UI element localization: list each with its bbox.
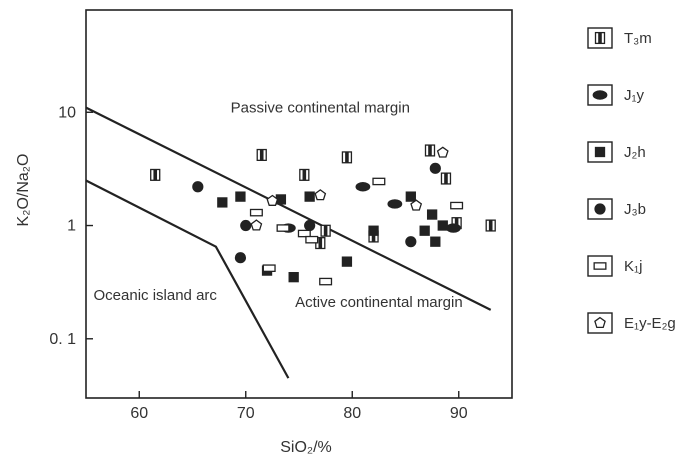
legend-item: J₂h (587, 141, 646, 163)
data-point (262, 264, 276, 272)
series-5 (249, 177, 464, 286)
data-point (314, 189, 327, 201)
data-point (437, 220, 448, 231)
legend-label: T₃m (624, 30, 652, 47)
data-point (446, 223, 461, 233)
data-point (297, 229, 311, 238)
data-point (319, 277, 333, 286)
legend-marker (594, 31, 606, 45)
data-point (440, 172, 452, 185)
legend-label: E₁y-E₂g (624, 315, 676, 332)
region-label: Oceanic island arc (94, 287, 218, 304)
data-point (288, 272, 299, 283)
data-point (304, 191, 315, 202)
series-6 (250, 146, 449, 231)
legend-label: J₃b (624, 201, 646, 218)
legend-marker (593, 262, 607, 270)
x-axis-label: SiO₂/% (280, 439, 332, 456)
data-point (436, 146, 449, 158)
data-point (430, 236, 441, 247)
data-point (410, 199, 423, 211)
legend-marker (594, 146, 606, 158)
x-tick-label: 70 (237, 405, 255, 422)
data-point (429, 162, 441, 174)
y-tick-label: 1 (67, 218, 76, 235)
region-label: Active continental margin (295, 294, 463, 311)
legend-item: E₁y-E₂g (587, 312, 676, 334)
legend-marker (594, 316, 606, 329)
legend-label: K₁j (624, 258, 642, 275)
data-point (387, 199, 403, 209)
legend-marker (594, 203, 606, 215)
y-axis-label: K₂O/Na₂O (15, 154, 32, 227)
legend-item: K₁j (587, 255, 642, 277)
data-point (320, 224, 331, 237)
data-point (305, 235, 319, 244)
series-1 (150, 144, 496, 250)
legend-marker (592, 90, 608, 100)
boundary-line-2 (85, 179, 290, 379)
plot-frame (85, 9, 513, 399)
data-point (355, 182, 371, 192)
data-point (150, 168, 161, 181)
x-tick-label: 60 (130, 405, 148, 422)
data-point (450, 201, 464, 210)
data-point (240, 219, 252, 232)
data-point (424, 144, 436, 157)
y-tick-label: 0. 1 (49, 331, 76, 348)
data-point (235, 191, 246, 202)
data-point (341, 256, 353, 267)
legend-item: J₃b (587, 198, 646, 220)
data-point (249, 208, 263, 217)
data-point (250, 219, 263, 231)
data-point (368, 225, 379, 236)
data-point (299, 168, 310, 181)
data-point (419, 225, 430, 236)
data-point (426, 209, 438, 220)
data-point (485, 219, 496, 232)
region-label: Passive continental margin (231, 99, 410, 116)
data-point (256, 148, 267, 161)
data-point (341, 151, 353, 164)
data-point (304, 219, 316, 232)
legend: T₃m J₁y J₂h J₃b K₁j E₁y-E₂g (587, 27, 676, 334)
data-point (266, 194, 279, 206)
boundary-line-1 (85, 106, 492, 311)
x-tick-label: 80 (343, 405, 361, 422)
data-point (405, 191, 416, 202)
x-tick-label: 90 (450, 405, 468, 422)
data-point (372, 177, 386, 186)
data-point (405, 236, 417, 248)
data-point (217, 197, 228, 208)
data-point (192, 181, 204, 193)
legend-item: T₃m (587, 27, 652, 49)
data-point (276, 224, 290, 232)
series-4 (192, 162, 441, 264)
legend-label: J₂h (624, 144, 646, 161)
data-point (234, 252, 247, 264)
legend-label: J₁y (624, 87, 645, 104)
y-tick-label: 10 (58, 104, 76, 121)
legend-item: J₁y (587, 84, 645, 106)
